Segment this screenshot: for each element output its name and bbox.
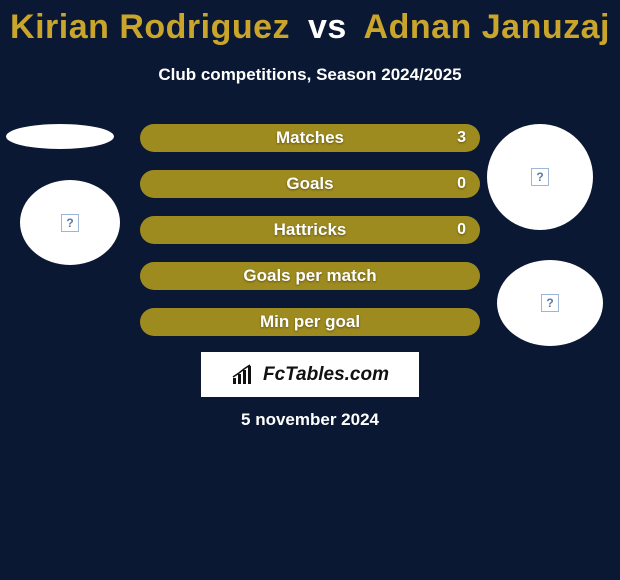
player1-ellipse — [6, 124, 114, 149]
image-placeholder-icon: ? — [61, 214, 79, 232]
title-vs: vs — [300, 8, 355, 46]
brand-text: FcTables.com — [263, 364, 389, 386]
stat-right-value: 3 — [457, 129, 466, 147]
stat-bar-hattricks: Hattricks 0 — [140, 216, 480, 244]
stat-label: Hattricks — [274, 220, 347, 240]
page-title: Kirian Rodriguez vs Adnan Januzaj — [0, 0, 620, 47]
player2-avatar-circle: ? — [487, 124, 593, 230]
stat-right-value: 0 — [457, 175, 466, 193]
stat-bar-matches: Matches 3 — [140, 124, 480, 152]
title-player1: Kirian Rodriguez — [10, 8, 290, 46]
stat-label: Goals per match — [243, 266, 376, 286]
stat-right-value: 0 — [457, 221, 466, 239]
brand-badge: FcTables.com — [201, 352, 419, 397]
stat-bars: Matches 3 Goals 0 Hattricks 0 Goals per … — [140, 124, 480, 354]
image-placeholder-icon: ? — [531, 168, 549, 186]
title-player2: Adnan Januzaj — [364, 8, 610, 46]
stat-label: Matches — [276, 128, 344, 148]
stat-bar-goals-per-match: Goals per match — [140, 262, 480, 290]
player2-team-circle: ? — [497, 260, 603, 346]
stat-label: Goals — [286, 174, 333, 194]
image-placeholder-icon: ? — [541, 294, 559, 312]
brand-chart-icon — [231, 364, 257, 386]
player1-avatar-circle: ? — [20, 180, 120, 265]
stat-bar-min-per-goal: Min per goal — [140, 308, 480, 336]
stat-bar-goals: Goals 0 — [140, 170, 480, 198]
subtitle: Club competitions, Season 2024/2025 — [0, 65, 620, 85]
stat-label: Min per goal — [260, 312, 360, 332]
date-text: 5 november 2024 — [0, 410, 620, 430]
